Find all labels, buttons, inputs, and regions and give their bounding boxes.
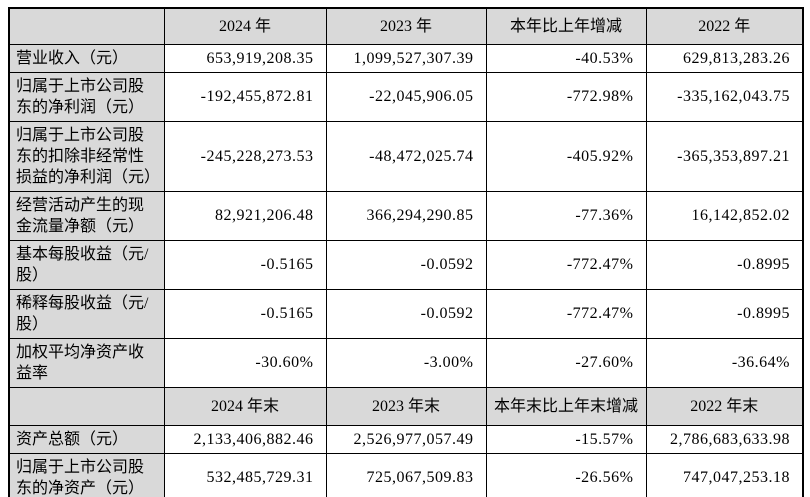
- table-row: 营业收入（元） 653,919,208.35 1,099,527,307.39 …: [8, 43, 804, 73]
- column-header-2022: 2022 年: [645, 7, 804, 45]
- cell-value: -22,045,906.05: [325, 71, 487, 122]
- cell-value: -36.64%: [645, 337, 804, 388]
- cell-value: -192,455,872.81: [163, 71, 327, 122]
- cell-value: 629,813,283.26: [645, 43, 804, 73]
- row-label: 营业收入（元）: [8, 43, 165, 73]
- cell-value: 366,294,290.85: [325, 190, 487, 241]
- cell-value: 82,921,206.48: [163, 190, 327, 241]
- cell-value: -15.57%: [485, 424, 647, 454]
- row-label: 归属于上市公司股东的净资产（元）: [8, 452, 165, 497]
- cell-value: -245,228,273.53: [163, 120, 327, 192]
- cell-value: -405.92%: [485, 120, 647, 192]
- column-header-2024-yearend: 2024 年末: [163, 386, 327, 426]
- table-header-row: 2024 年 2023 年 本年比上年增减 2022 年: [8, 7, 804, 45]
- column-header-yearend-change: 本年末比上年末增减: [485, 386, 647, 426]
- table-row: 稀释每股收益（元/股） -0.5165 -0.0592 -772.47% -0.…: [8, 288, 804, 339]
- financial-summary-table: 2024 年 2023 年 本年比上年增减 2022 年 营业收入（元） 653…: [8, 7, 804, 497]
- table-row: 资产总额（元） 2,133,406,882.46 2,526,977,057.4…: [8, 424, 804, 454]
- column-header-2023-yearend: 2023 年末: [325, 386, 487, 426]
- column-header-2022-yearend: 2022 年末: [645, 386, 804, 426]
- corner-cell: [8, 386, 165, 426]
- row-label: 加权平均净资产收益率: [8, 337, 165, 388]
- cell-value: -27.60%: [485, 337, 647, 388]
- table-header-row-yearend: 2024 年末 2023 年末 本年末比上年末增减 2022 年末: [8, 386, 804, 426]
- cell-value: 1,099,527,307.39: [325, 43, 487, 73]
- cell-value: -3.00%: [325, 337, 487, 388]
- table-row: 归属于上市公司股东的扣除非经常性损益的净利润（元） -245,228,273.5…: [8, 120, 804, 192]
- cell-value: -48,472,025.74: [325, 120, 487, 192]
- table-row: 经营活动产生的现金流量净额（元） 82,921,206.48 366,294,2…: [8, 190, 804, 241]
- cell-value: -772.47%: [485, 239, 647, 290]
- cell-value: 532,485,729.31: [163, 452, 327, 497]
- cell-value: 2,786,683,633.98: [645, 424, 804, 454]
- table-row: 加权平均净资产收益率 -30.60% -3.00% -27.60% -36.64…: [8, 337, 804, 388]
- cell-value: -0.5165: [163, 239, 327, 290]
- cell-value: -772.47%: [485, 288, 647, 339]
- table-row: 归属于上市公司股东的净利润（元） -192,455,872.81 -22,045…: [8, 71, 804, 122]
- cell-value: -335,162,043.75: [645, 71, 804, 122]
- row-label: 归属于上市公司股东的扣除非经常性损益的净利润（元）: [8, 120, 165, 192]
- cell-value: 16,142,852.02: [645, 190, 804, 241]
- cell-value: 2,526,977,057.49: [325, 424, 487, 454]
- cell-value: -0.5165: [163, 288, 327, 339]
- cell-value: -26.56%: [485, 452, 647, 497]
- column-header-2023: 2023 年: [325, 7, 487, 45]
- cell-value: -30.60%: [163, 337, 327, 388]
- column-header-yoy-change: 本年比上年增减: [485, 7, 647, 45]
- cell-value: 653,919,208.35: [163, 43, 327, 73]
- row-label: 稀释每股收益（元/股）: [8, 288, 165, 339]
- cell-value: -0.0592: [325, 288, 487, 339]
- table-row: 基本每股收益（元/股） -0.5165 -0.0592 -772.47% -0.…: [8, 239, 804, 290]
- cell-value: 2,133,406,882.46: [163, 424, 327, 454]
- cell-value: -40.53%: [485, 43, 647, 73]
- row-label: 归属于上市公司股东的净利润（元）: [8, 71, 165, 122]
- cell-value: -77.36%: [485, 190, 647, 241]
- cell-value: -772.98%: [485, 71, 647, 122]
- row-label: 基本每股收益（元/股）: [8, 239, 165, 290]
- row-label: 经营活动产生的现金流量净额（元）: [8, 190, 165, 241]
- corner-cell: [8, 7, 165, 45]
- column-header-2024: 2024 年: [163, 7, 327, 45]
- table-row: 归属于上市公司股东的净资产（元） 532,485,729.31 725,067,…: [8, 452, 804, 497]
- cell-value: -0.8995: [645, 239, 804, 290]
- row-label: 资产总额（元）: [8, 424, 165, 454]
- cell-value: 747,047,253.18: [645, 452, 804, 497]
- cell-value: 725,067,509.83: [325, 452, 487, 497]
- cell-value: -0.0592: [325, 239, 487, 290]
- cell-value: -0.8995: [645, 288, 804, 339]
- cell-value: -365,353,897.21: [645, 120, 804, 192]
